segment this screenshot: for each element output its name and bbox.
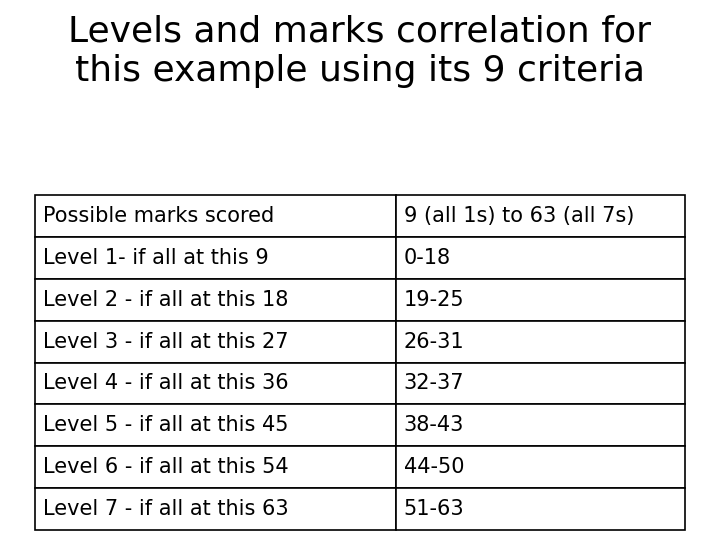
Bar (35, 279, 396, 321)
Text: Level 4 - if all at this 36: Level 4 - if all at this 36 (43, 374, 289, 394)
Text: Levels and marks correlation for
this example using its 9 criteria: Levels and marks correlation for this ex… (68, 15, 652, 89)
Text: Level 6 - if all at this 54: Level 6 - if all at this 54 (43, 457, 289, 477)
Text: 32-37: 32-37 (404, 374, 464, 394)
Text: 44-50: 44-50 (404, 457, 464, 477)
Bar (396, 237, 685, 279)
Text: Level 5 - if all at this 45: Level 5 - if all at this 45 (43, 415, 289, 435)
Text: Possible marks scored: Possible marks scored (43, 206, 274, 226)
Bar (35, 321, 396, 362)
Text: 0-18: 0-18 (404, 248, 451, 268)
Bar (35, 446, 396, 488)
Text: Level 2 - if all at this 18: Level 2 - if all at this 18 (43, 289, 289, 309)
Bar (396, 362, 685, 404)
Bar (35, 404, 396, 446)
Bar (35, 195, 396, 237)
Text: Level 7 - if all at this 63: Level 7 - if all at this 63 (43, 499, 289, 519)
Text: 19-25: 19-25 (404, 289, 464, 309)
Bar (396, 279, 685, 321)
Bar (396, 404, 685, 446)
Bar (396, 195, 685, 237)
Bar (35, 362, 396, 404)
Bar (35, 237, 396, 279)
Text: 26-31: 26-31 (404, 332, 464, 352)
Text: Level 3 - if all at this 27: Level 3 - if all at this 27 (43, 332, 289, 352)
Bar (396, 488, 685, 530)
Text: 51-63: 51-63 (404, 499, 464, 519)
Text: Level 1- if all at this 9: Level 1- if all at this 9 (43, 248, 269, 268)
Text: 9 (all 1s) to 63 (all 7s): 9 (all 1s) to 63 (all 7s) (404, 206, 634, 226)
Text: 38-43: 38-43 (404, 415, 464, 435)
Bar (396, 321, 685, 362)
Bar (35, 488, 396, 530)
Bar (396, 446, 685, 488)
